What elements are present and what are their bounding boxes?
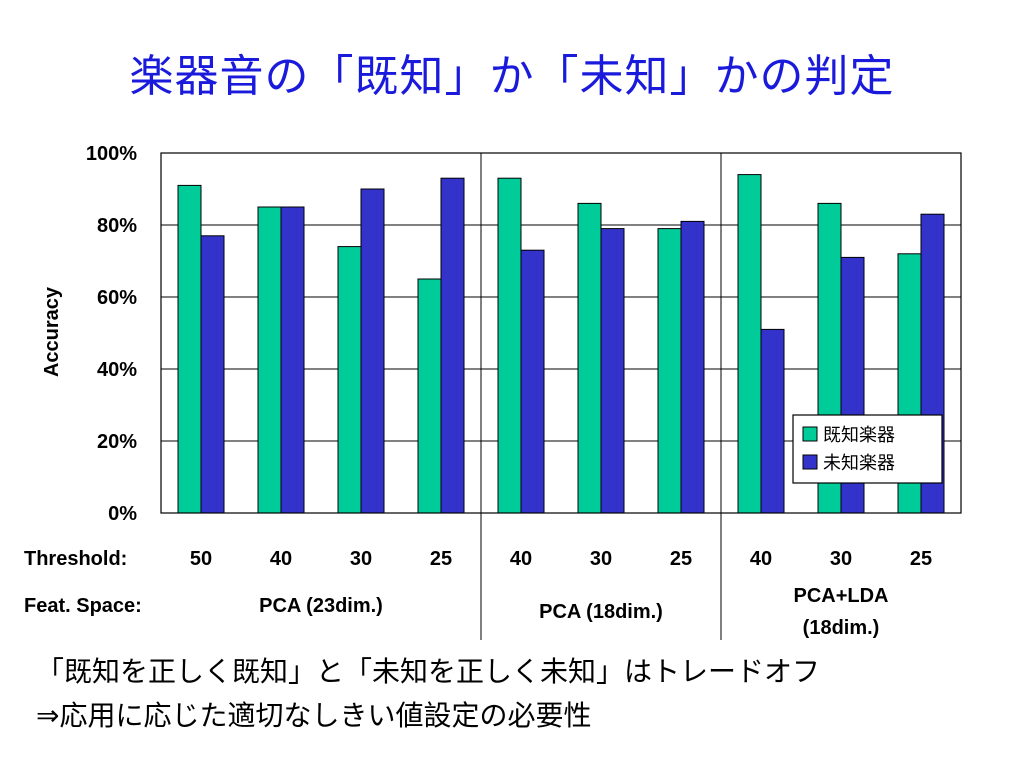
feature-space-row-label: Feat. Space: xyxy=(24,595,142,617)
group-label: PCA (18dim.) xyxy=(539,601,663,623)
y-tick-label: 60% xyxy=(97,287,137,309)
legend-label: 未知楽器 xyxy=(823,453,895,474)
footer-line-1: 「既知を正しく既知」と「未知を正しく未知」はトレードオフ xyxy=(36,655,821,688)
x-tick-label: 40 xyxy=(750,548,772,570)
bar-known xyxy=(497,177,522,514)
x-tick-label: 25 xyxy=(430,548,452,570)
x-tick-label: 30 xyxy=(830,548,852,570)
y-tick-label: 100% xyxy=(86,143,137,165)
group-labels: Feat. Space: PCA (23dim.) PCA (18dim.) PCA+… xyxy=(24,585,889,639)
bar-known xyxy=(737,174,762,514)
legend-swatch xyxy=(802,426,818,442)
x-tick-labels: Threshold: 50 40 30 25 40 30 25 40 30 25 xyxy=(24,548,932,570)
threshold-row-label: Threshold: xyxy=(24,548,127,570)
bar-unknown xyxy=(360,188,385,514)
y-axis-title: Accuracy xyxy=(41,286,63,377)
bar-known xyxy=(657,228,682,514)
x-tick-label: 40 xyxy=(510,548,532,570)
y-tick-label: 40% xyxy=(97,359,137,381)
x-tick-label: 25 xyxy=(670,548,692,570)
x-tick-label: 30 xyxy=(350,548,372,570)
x-tick-label: 40 xyxy=(270,548,292,570)
bar-unknown xyxy=(200,235,225,514)
bar-unknown xyxy=(680,220,705,514)
legend-swatch xyxy=(802,454,818,470)
legend-box xyxy=(792,414,943,484)
y-tick-label: 80% xyxy=(97,215,137,237)
plot-border xyxy=(160,152,962,514)
bar-known xyxy=(337,246,362,514)
bar-known xyxy=(577,202,602,514)
bar-unknown xyxy=(760,328,785,514)
group-label: PCA (23dim.) xyxy=(259,595,383,617)
bar-unknown xyxy=(440,177,465,514)
y-tick-label: 20% xyxy=(97,431,137,453)
plot-frame xyxy=(160,152,962,640)
footer-notes: 「既知を正しく既知」と「未知を正しく未知」はトレードオフ ⇒応用に応じた適切なし… xyxy=(36,650,1006,738)
bar-unknown xyxy=(600,228,625,514)
bar-known xyxy=(257,206,282,514)
x-tick-label: 25 xyxy=(910,548,932,570)
y-tick-label: 0% xyxy=(108,503,137,525)
footer-line-2: ⇒応用に応じた適切なしきい値設定の必要性 xyxy=(36,699,592,732)
group-label: (18dim.) xyxy=(803,617,880,639)
x-tick-label: 30 xyxy=(590,548,612,570)
bar-known xyxy=(177,184,202,514)
bar-unknown xyxy=(280,206,305,514)
bar-known xyxy=(417,278,442,514)
bars xyxy=(177,174,945,514)
legend-label: 既知楽器 xyxy=(823,425,895,446)
group-label: PCA+LDA xyxy=(793,585,888,607)
slide-title: 楽器音の「既知」か「未知」かの判定 xyxy=(129,51,895,102)
bar-unknown xyxy=(520,249,545,514)
y-tick-labels: 0% 20% 40% 60% 80% 100% xyxy=(86,143,137,525)
x-tick-label: 50 xyxy=(190,548,212,570)
